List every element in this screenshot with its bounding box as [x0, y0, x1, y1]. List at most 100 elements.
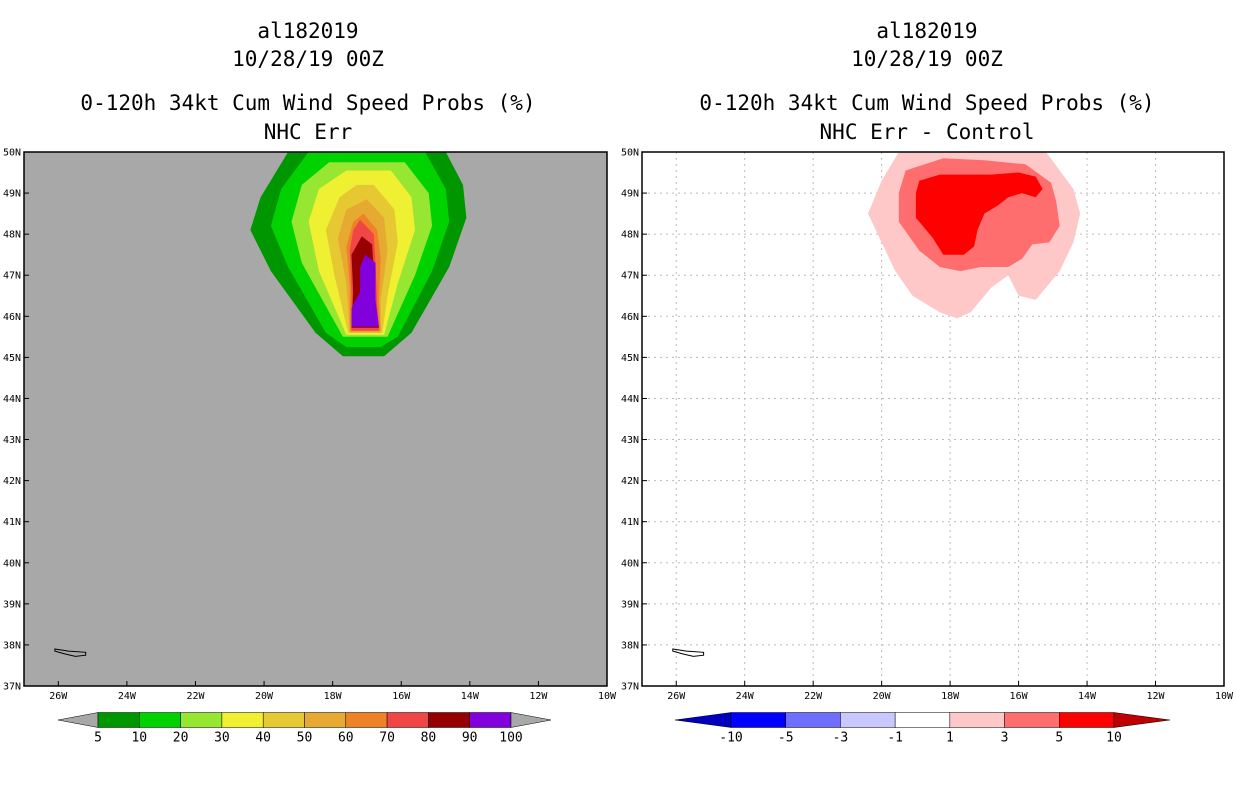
colorbar-label: 10: [1106, 731, 1122, 746]
colorbar-box: [1059, 712, 1115, 728]
left-contours: [250, 152, 467, 357]
x-tick-label: 22W: [186, 691, 205, 702]
x-tick-label: 18W: [941, 691, 960, 702]
colorbar-label: -3: [833, 731, 849, 746]
colorbar-box: [386, 712, 429, 728]
y-tick-label: 48N: [3, 230, 21, 241]
colorbar-label: 100: [499, 731, 522, 746]
colorbar-label: -1: [887, 731, 903, 746]
y-tick-label: 47N: [621, 271, 639, 282]
colorbar-box: [469, 712, 512, 728]
colorbar-box: [730, 712, 786, 728]
right-title-subtitle: NHC Err - Control: [820, 120, 1035, 144]
colorbar-box: [1004, 712, 1060, 728]
colorbar-box: [97, 712, 140, 728]
y-tick-label: 50N: [621, 148, 639, 159]
left-title-storm-id: al182019: [257, 19, 358, 43]
y-tick-label: 43N: [621, 435, 639, 446]
y-tick-label: 47N: [3, 271, 21, 282]
left-y-axis: 37N 38N 39N 40N 41N 42N 43N 44N 45N 46N 47N 48N 49N 5…: [3, 148, 29, 693]
y-tick-label: 40N: [3, 558, 21, 569]
colorbar-box: [180, 712, 223, 728]
colorbar-box: [840, 712, 896, 728]
colorbar-label: 70: [379, 731, 395, 746]
colorbar-box: [894, 712, 951, 728]
y-tick-label: 45N: [621, 353, 639, 364]
right-contours: [868, 152, 1081, 319]
x-tick-label: 26W: [49, 691, 68, 702]
y-tick-label: 37N: [621, 682, 639, 693]
x-tick-label: 10W: [1215, 691, 1234, 702]
y-tick-label: 38N: [3, 640, 21, 651]
right-plot-frame: [641, 151, 1225, 687]
colorbar-label: -10: [719, 731, 742, 746]
left-x-axis: 26W 24W 22W 20W 18W 16W 14W 12W 10W: [49, 681, 617, 702]
left-title-product: 0-120h 34kt Cum Wind Speed Probs (%): [80, 91, 535, 115]
x-tick-label: 10W: [598, 691, 617, 702]
y-tick-label: 46N: [621, 312, 639, 323]
right-azores-coastline: [672, 648, 705, 657]
colorbar-label: 20: [173, 731, 189, 746]
right-title-product: 0-120h 34kt Cum Wind Speed Probs (%): [699, 91, 1154, 115]
contour-5: [915, 172, 1043, 255]
colorbar-label: 90: [462, 731, 478, 746]
y-tick-label: 40N: [621, 558, 639, 569]
colorbar-label: 30: [214, 731, 230, 746]
right-panel: al182019 10/28/19 00Z 0-120h 34kt Cum Wi…: [621, 19, 1234, 746]
right-title-date: 10/28/19 00Z: [851, 47, 1003, 71]
colorbar-label: 10: [131, 731, 147, 746]
y-tick-label: 38N: [621, 640, 639, 651]
right-x-axis: 26W 24W 22W 20W 18W 16W 14W 12W 10W: [667, 681, 1234, 702]
x-tick-label: 20W: [873, 691, 892, 702]
colorbar-label: 5: [94, 731, 102, 746]
y-tick-label: 46N: [3, 312, 21, 323]
colorbar-box: [139, 712, 181, 728]
colorbar-box: [949, 712, 1005, 728]
left-panel: al182019 10/28/19 00Z 0-120h 34kt Cum Wi…: [3, 19, 617, 746]
y-tick-label: 45N: [3, 353, 21, 364]
y-tick-label: 42N: [621, 476, 639, 487]
x-tick-label: 18W: [324, 691, 343, 702]
x-tick-label: 16W: [392, 691, 411, 702]
right-colorbar: -10 -5 -3 -1 1 3 5 10: [674, 712, 1171, 746]
colorbar-over-triangle: [510, 712, 552, 728]
x-tick-label: 12W: [1146, 691, 1165, 702]
y-tick-label: 39N: [3, 599, 21, 610]
colorbar-label: 50: [297, 731, 313, 746]
x-tick-label: 24W: [118, 691, 137, 702]
colorbar-label: -5: [778, 731, 794, 746]
y-tick-label: 44N: [621, 394, 639, 405]
x-tick-label: 20W: [255, 691, 274, 702]
left-azores-coastline: [54, 648, 87, 657]
x-tick-label: 24W: [736, 691, 755, 702]
y-tick-label: 48N: [621, 230, 639, 241]
colorbar-box: [428, 712, 470, 728]
y-tick-label: 37N: [3, 682, 21, 693]
colorbar-label: 5: [1055, 731, 1063, 746]
colorbar-box: [262, 712, 305, 728]
left-title-subtitle: NHC Err: [264, 120, 353, 144]
contour-90: [351, 254, 379, 327]
y-tick-label: 49N: [3, 189, 21, 200]
y-tick-label: 39N: [621, 599, 639, 610]
right-y-axis: 37N 38N 39N 40N 41N 42N 43N 44N 45N 46N 47N 48N 49N 5…: [621, 148, 647, 693]
x-tick-label: 14W: [461, 691, 480, 702]
colorbar-label: 3: [1001, 731, 1009, 746]
y-tick-label: 49N: [621, 189, 639, 200]
left-colorbar: 5 10 20 30 40 50 60 70 80 90 100: [57, 712, 552, 746]
right-title-storm-id: al182019: [876, 19, 977, 43]
colorbar-label: 40: [255, 731, 271, 746]
y-tick-label: 43N: [3, 435, 21, 446]
colorbar-label: 80: [421, 731, 437, 746]
x-tick-label: 12W: [529, 691, 548, 702]
y-tick-label: 42N: [3, 476, 21, 487]
colorbar-label: 60: [338, 731, 354, 746]
x-tick-label: 16W: [1010, 691, 1029, 702]
colorbar-over-triangle: [1113, 712, 1171, 728]
y-tick-label: 41N: [3, 517, 21, 528]
y-tick-label: 44N: [3, 394, 21, 405]
x-tick-label: 26W: [667, 691, 686, 702]
colorbar-label: 1: [946, 731, 954, 746]
y-tick-label: 50N: [3, 148, 21, 159]
